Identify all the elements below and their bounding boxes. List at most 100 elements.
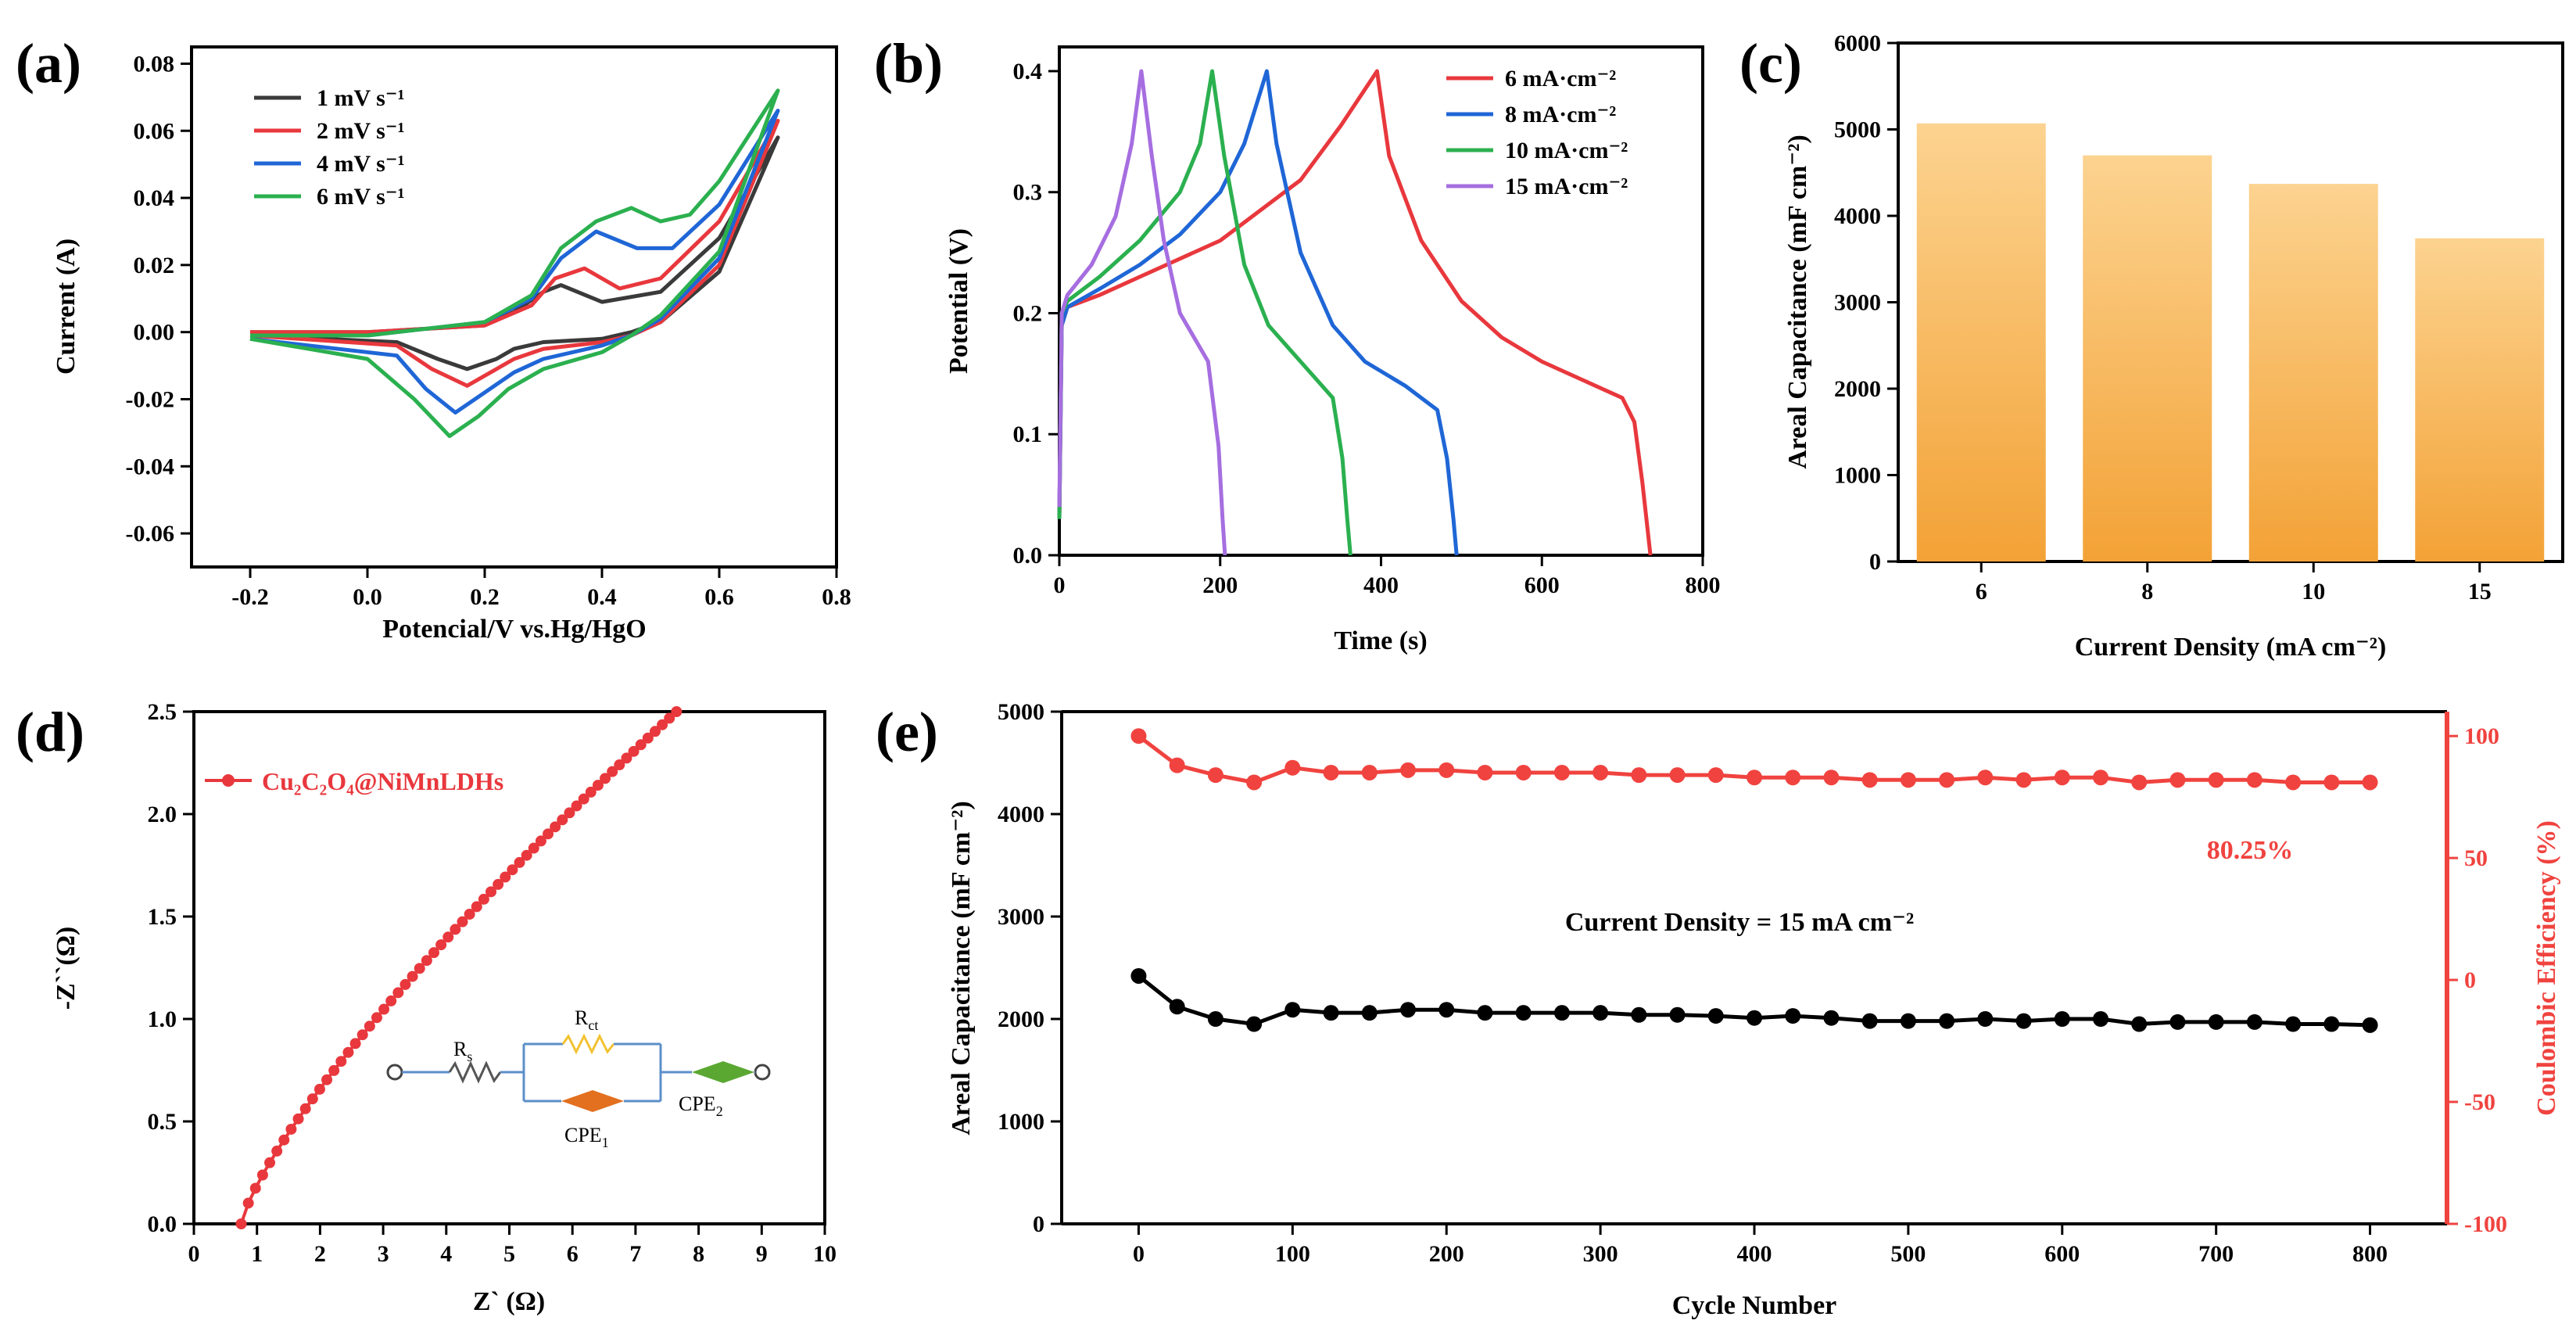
- nyquist-point: [592, 780, 604, 791]
- capacitance-point: [1553, 1005, 1570, 1021]
- nyquist-point: [600, 773, 611, 784]
- bar: [2248, 184, 2378, 562]
- nyquist-point: [235, 1218, 247, 1229]
- y-tick-label: 0.02: [134, 253, 175, 278]
- nyquist-point: [457, 916, 468, 927]
- cv-curve-1: [249, 135, 780, 371]
- x-tick-label: 0: [1054, 572, 1066, 598]
- y-tick-label: -0.04: [126, 454, 175, 479]
- x-tick-label: 5: [503, 1241, 515, 1267]
- nyquist-point: [635, 739, 647, 751]
- nyquist-point: [521, 849, 532, 861]
- capacitance-point: [2015, 1013, 2032, 1029]
- nyquist-point: [450, 924, 461, 935]
- nyquist-point: [335, 1056, 347, 1067]
- panel-c: 0 1000 2000 3000 4000 5000 6000 (c) Current Dens…: [1739, 30, 2564, 662]
- nyquist-point: [657, 719, 668, 730]
- y2-tick-label: -50: [2464, 1089, 2495, 1115]
- nyquist-point: [664, 712, 675, 724]
- capacitance-point: [1438, 1002, 1455, 1018]
- panel-e: 0 100 200 300 400 500 600 700 800010002000300040…: [876, 699, 2561, 1320]
- y-tick-label: 1.0: [148, 1006, 177, 1032]
- capacitance-point: [1939, 1013, 1955, 1029]
- y-tick-label: 0.2: [1013, 300, 1043, 326]
- y-tick-label: 1000: [998, 1109, 1044, 1135]
- x-tick-label: -0.2: [231, 584, 269, 610]
- nyquist-point: [392, 987, 404, 999]
- x-tick-label: 10: [2302, 579, 2325, 605]
- resistor-rs: [448, 1060, 502, 1084]
- efficiency-point: [1361, 764, 1378, 780]
- panel-label: (e): [876, 701, 938, 763]
- y-tick-label: 0.5: [148, 1109, 177, 1135]
- y-tick-label: 0: [1033, 1211, 1044, 1237]
- panel-b: 0 200 400 600 800 0.0 0.1 0.2 0.3 0.4 (b) Time (s) P…: [874, 32, 1721, 655]
- efficiency-point: [1130, 728, 1147, 744]
- y-tick-label: 2.5: [148, 699, 177, 725]
- nyquist-point: [421, 955, 432, 967]
- x-tick-label: 0.4: [587, 584, 617, 610]
- label-rs-subscript: s: [467, 1049, 472, 1064]
- capacitance-point: [2208, 1013, 2224, 1030]
- nyquist-point: [500, 871, 511, 883]
- x-tick-label: 800: [1686, 572, 1721, 598]
- y-axis-label: Areal Capacitance (mF cm⁻²): [947, 801, 976, 1135]
- nyquist-point: [471, 901, 482, 913]
- terminal: [754, 1064, 771, 1081]
- label-cpe2: CPE2: [679, 1092, 723, 1119]
- efficiency-point: [1785, 770, 1801, 786]
- efficiency-point: [2362, 774, 2378, 791]
- capacitance-point: [2054, 1011, 2070, 1027]
- nyquist-point: [478, 893, 489, 905]
- capacitance-point: [1207, 1011, 1224, 1027]
- y-tick-label: 2.0: [148, 802, 177, 827]
- nyquist-point: [271, 1145, 283, 1157]
- capacitance-point: [1823, 1010, 1840, 1026]
- nyquist-point: [428, 947, 439, 959]
- nyquist-point: [414, 963, 425, 974]
- efficiency-point: [2169, 772, 2186, 788]
- y-tick-label: 0.0: [1013, 543, 1043, 569]
- x-tick-label: 9: [756, 1241, 768, 1267]
- efficiency-point: [1323, 764, 1339, 780]
- efficiency-point: [1284, 759, 1301, 776]
- nyquist-point: [306, 1093, 318, 1105]
- efficiency-point: [1593, 764, 1609, 780]
- nyquist-point: [313, 1083, 325, 1095]
- y2-tick-label: 100: [2464, 723, 2499, 749]
- x-tick-label: 600: [2044, 1241, 2080, 1267]
- capacitance-point: [1900, 1013, 1916, 1029]
- nyquist-point: [550, 821, 561, 833]
- label-cpe1: CPE1: [564, 1124, 609, 1150]
- y-tick-label: 0.08: [134, 51, 175, 77]
- nyquist-point: [256, 1169, 268, 1181]
- x-axis-label: Potencial/V vs.Hg/HgO: [382, 615, 646, 644]
- capacitance-point: [1785, 1008, 1801, 1024]
- capacitance-point: [1169, 999, 1185, 1015]
- y-axis-label: Current (A): [52, 239, 81, 375]
- efficiency-point: [1707, 767, 1724, 784]
- y2-axis-label: Coulombic Efficiency (%): [2532, 820, 2561, 1116]
- panel-label: (c): [1739, 32, 1802, 95]
- efficiency-point: [2246, 772, 2263, 788]
- x-tick-label: 400: [1737, 1241, 1772, 1267]
- capacitance-point: [2093, 1011, 2108, 1027]
- gcd-curve-3: [1057, 69, 1352, 556]
- capacitance-point: [1400, 1002, 1416, 1018]
- gcd-curve-2: [1057, 69, 1459, 556]
- y2-tick-label: 50: [2464, 845, 2488, 871]
- x-tick-label: 8: [693, 1241, 704, 1267]
- cv-curve-3: [249, 109, 780, 415]
- legend-label: 15 mA·cm⁻²: [1505, 174, 1628, 199]
- capacitance-point: [1861, 1013, 1878, 1029]
- capacitance-point: [2323, 1016, 2340, 1032]
- nyquist-point: [321, 1074, 333, 1085]
- nyquist-point: [514, 856, 525, 868]
- y-tick-label: 1.5: [148, 904, 177, 930]
- nyquist-point: [485, 886, 497, 898]
- y-axis-label: Areal Capacitance (mF cm⁻²): [1783, 135, 1812, 469]
- panel-d: 0 1 2 3 4 5 6 7 8 9 10 0.0 0.5 1.0 1.5 2.0 2.5 (d) Z` (Ω) -…: [16, 699, 837, 1316]
- legend-label: 1 mV s⁻¹: [317, 85, 405, 111]
- capacitance-point: [1631, 1006, 1647, 1023]
- capacitance-point: [1130, 967, 1147, 984]
